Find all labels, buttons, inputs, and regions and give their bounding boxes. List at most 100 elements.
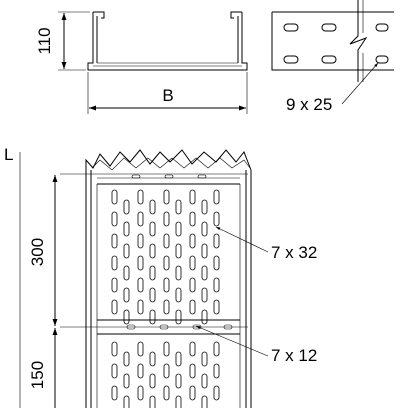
base-slots-upper xyxy=(111,189,220,325)
base-slot xyxy=(111,211,118,227)
base-slot xyxy=(175,265,182,281)
base-slot xyxy=(175,221,182,237)
base-slot xyxy=(213,255,220,271)
base-slot xyxy=(189,189,196,205)
base-slot xyxy=(149,309,156,325)
base-slot xyxy=(175,351,182,367)
base-slot xyxy=(149,221,156,237)
base-slot xyxy=(137,189,144,205)
cross-section-view xyxy=(87,11,248,71)
base-slot xyxy=(213,277,220,293)
base-slot xyxy=(201,395,208,408)
base-slot xyxy=(189,299,196,315)
dimension-150: 150 xyxy=(28,328,58,408)
base-slot xyxy=(149,265,156,281)
base-slot xyxy=(111,385,118,401)
base-slot xyxy=(149,395,156,408)
base-slot xyxy=(175,373,182,389)
base-slot xyxy=(137,363,144,379)
base-slot xyxy=(213,211,220,227)
base-slot xyxy=(201,221,208,237)
dimension-300: 300 xyxy=(28,175,58,326)
side-view-detail: 9 x 25 xyxy=(271,0,394,114)
base-slot xyxy=(189,233,196,249)
base-slot xyxy=(149,287,156,303)
base-slot xyxy=(149,199,156,215)
base-slot xyxy=(123,309,130,325)
base-slot xyxy=(111,277,118,293)
base-slot xyxy=(189,385,196,401)
base-slot xyxy=(123,221,130,237)
base-slot xyxy=(111,189,118,205)
base-slot xyxy=(111,255,118,271)
base-slot xyxy=(213,233,220,249)
small-slot-callout: 7 x 12 xyxy=(271,346,317,365)
base-slot xyxy=(189,363,196,379)
base-slot xyxy=(149,373,156,389)
base-slot xyxy=(123,243,130,259)
length-label: L xyxy=(4,145,13,164)
width-dimension: B xyxy=(87,72,248,114)
base-slot-callouts: 7 x 32 7 x 12 xyxy=(195,226,317,365)
base-slot xyxy=(189,277,196,293)
dimension-300-label: 300 xyxy=(28,238,47,266)
base-slot xyxy=(189,255,196,271)
base-slot xyxy=(163,385,170,401)
base-slot xyxy=(137,341,144,357)
length-dimension: L xyxy=(4,145,21,408)
base-slot xyxy=(189,211,196,227)
height-dimension: 110 xyxy=(35,11,90,71)
base-slot xyxy=(137,233,144,249)
base-slot xyxy=(111,363,118,379)
base-slot xyxy=(137,385,144,401)
base-slots-lower xyxy=(111,341,220,408)
base-slot xyxy=(175,287,182,303)
base-slot xyxy=(149,351,156,367)
base-slot xyxy=(123,351,130,367)
base-slot xyxy=(163,341,170,357)
width-label: B xyxy=(162,86,173,105)
base-slot xyxy=(201,373,208,389)
base-slot xyxy=(163,233,170,249)
base-slot xyxy=(163,277,170,293)
base-slot xyxy=(137,211,144,227)
base-slot xyxy=(175,199,182,215)
base-slot xyxy=(123,199,130,215)
base-slot xyxy=(201,287,208,303)
base-slot xyxy=(213,341,220,357)
base-slot xyxy=(201,243,208,259)
base-slot xyxy=(175,309,182,325)
base-slot xyxy=(123,373,130,389)
large-slot-callout: 7 x 32 xyxy=(271,243,317,262)
base-slot xyxy=(111,233,118,249)
base-slot xyxy=(213,385,220,401)
base-slot xyxy=(201,309,208,325)
base-slot xyxy=(201,199,208,215)
base-slot xyxy=(201,351,208,367)
base-slot xyxy=(137,255,144,271)
base-slot xyxy=(189,341,196,357)
base-slot xyxy=(137,299,144,315)
base-slot xyxy=(149,243,156,259)
base-slot xyxy=(163,255,170,271)
dimension-150-label: 150 xyxy=(28,361,47,389)
base-slot xyxy=(163,211,170,227)
base-slot xyxy=(123,287,130,303)
base-slot xyxy=(163,189,170,205)
base-slot xyxy=(123,265,130,281)
base-slot xyxy=(213,363,220,379)
base-slot xyxy=(201,265,208,281)
plan-view xyxy=(60,149,252,408)
base-slot xyxy=(175,243,182,259)
base-slot xyxy=(175,395,182,408)
base-slot xyxy=(111,299,118,315)
height-label: 110 xyxy=(35,27,54,54)
base-slot xyxy=(123,395,130,408)
base-slot xyxy=(111,341,118,357)
base-slot xyxy=(137,277,144,293)
base-slot xyxy=(213,299,220,315)
side-slot-callout: 9 x 25 xyxy=(286,95,332,114)
base-slot xyxy=(163,363,170,379)
base-slot xyxy=(213,189,220,205)
